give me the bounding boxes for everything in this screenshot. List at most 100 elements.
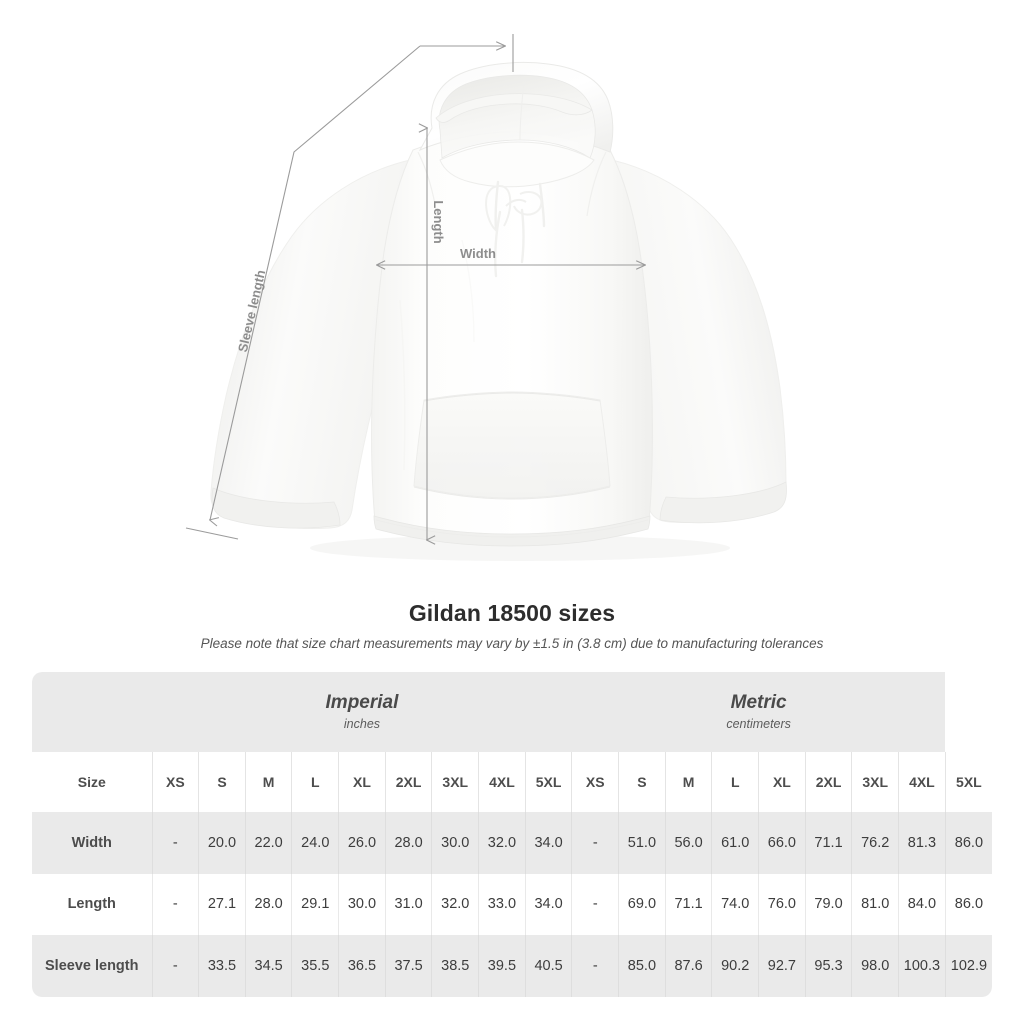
header-metric-3xl: 3XL — [851, 752, 899, 812]
header-imperial-s: S — [198, 752, 246, 812]
cell-sleeve-imp-1: 33.5 — [198, 935, 246, 997]
cell-length-imp-4: 30.0 — [338, 873, 386, 935]
cell-sleeve-imp-7: 39.5 — [478, 935, 526, 997]
length-label: Length — [431, 200, 446, 243]
cell-sleeve-met-8: 102.9 — [944, 935, 992, 997]
unit-sub-metric: centimeters — [726, 717, 791, 731]
cell-width-imp-7: 32.0 — [478, 812, 526, 874]
cell-width-imp-1: 20.0 — [198, 812, 246, 874]
cell-length-imp-1: 27.1 — [198, 873, 246, 935]
cell-length-imp-7: 33.0 — [478, 873, 526, 935]
header-size-label: Size — [32, 752, 152, 812]
row-label-length: Length — [32, 873, 152, 935]
unit-cell-imperial: Imperial inches — [152, 672, 572, 752]
cell-length-met-2: 71.1 — [664, 873, 712, 935]
cell-sleeve-imp-0: - — [151, 935, 199, 997]
unit-name-metric: Metric — [730, 692, 787, 713]
cell-width-met-0: - — [571, 812, 619, 874]
header-metric-l: L — [711, 752, 759, 812]
header-metric-5xl: 5XL — [944, 752, 992, 812]
cell-length-imp-0: - — [151, 873, 199, 935]
cell-sleeve-met-0: - — [571, 935, 619, 997]
unit-band-spacer — [32, 672, 152, 752]
unit-cell-metric: Metric centimeters — [571, 672, 946, 752]
header-imperial-m: M — [244, 752, 292, 812]
header-metric-s: S — [618, 752, 666, 812]
hoodie-illustration: Sleeve length Length Width — [185, 34, 787, 561]
cell-width-imp-8: 34.0 — [524, 812, 572, 874]
row-label-width: Width — [32, 812, 152, 874]
cell-length-met-0: - — [571, 873, 619, 935]
drawstrings — [485, 180, 546, 278]
cell-length-met-5: 79.0 — [804, 873, 852, 935]
cell-sleeve-met-6: 98.0 — [851, 935, 899, 997]
size-header-row: Size XS S M L XL 2XL 3XL 4XL 5XL XS S M … — [32, 752, 992, 812]
header-metric-4xl: 4XL — [898, 752, 946, 812]
header-metric-xl: XL — [758, 752, 806, 812]
cell-length-met-4: 76.0 — [758, 873, 806, 935]
cell-width-imp-5: 28.0 — [384, 812, 432, 874]
cell-length-imp-6: 32.0 — [431, 873, 479, 935]
width-label: Width — [460, 246, 496, 261]
cell-width-imp-3: 24.0 — [291, 812, 339, 874]
unit-band-row: Imperial inches Metric centimeters — [32, 672, 992, 752]
header-metric-xs: XS — [571, 752, 619, 812]
cell-width-imp-2: 22.0 — [244, 812, 292, 874]
cell-width-met-7: 81.3 — [898, 812, 946, 874]
table-row: Sleeve length - 33.5 34.5 35.5 36.5 37.5… — [32, 935, 992, 997]
size-chart-table-wrapper: Imperial inches Metric centimeters Size … — [32, 672, 992, 997]
cell-width-imp-4: 26.0 — [338, 812, 386, 874]
table-row: Width - 20.0 22.0 24.0 26.0 28.0 30.0 32… — [32, 812, 992, 874]
cell-length-met-3: 74.0 — [711, 873, 759, 935]
header-imperial-5xl: 5XL — [524, 752, 572, 812]
cell-length-imp-3: 29.1 — [291, 873, 339, 935]
cell-width-imp-0: - — [151, 812, 199, 874]
cell-sleeve-imp-4: 36.5 — [338, 935, 386, 997]
header-imperial-l: L — [291, 752, 339, 812]
unit-name-imperial: Imperial — [325, 692, 399, 713]
header-imperial-4xl: 4XL — [478, 752, 526, 812]
cell-sleeve-met-3: 90.2 — [711, 935, 759, 997]
cell-length-met-8: 86.0 — [944, 873, 992, 935]
cell-width-met-1: 51.0 — [618, 812, 666, 874]
cell-width-imp-6: 30.0 — [431, 812, 479, 874]
cell-length-met-7: 84.0 — [898, 873, 946, 935]
cell-sleeve-imp-6: 38.5 — [431, 935, 479, 997]
size-chart-table: Imperial inches Metric centimeters Size … — [32, 672, 992, 997]
cell-sleeve-imp-3: 35.5 — [291, 935, 339, 997]
page-title: Gildan 18500 sizes — [408, 600, 616, 626]
cell-length-imp-8: 34.0 — [524, 873, 572, 935]
cell-width-met-6: 76.2 — [851, 812, 899, 874]
header-imperial-xl: XL — [338, 752, 386, 812]
row-label-sleeve-length: Sleeve length — [32, 935, 152, 997]
unit-sub-imperial: inches — [343, 717, 381, 731]
cell-width-met-2: 56.0 — [664, 812, 712, 874]
table-row: Length - 27.1 28.0 29.1 30.0 31.0 32.0 3… — [32, 873, 992, 935]
cell-sleeve-met-7: 100.3 — [898, 935, 946, 997]
cell-sleeve-imp-8: 40.5 — [524, 935, 572, 997]
cell-length-imp-5: 31.0 — [384, 873, 432, 935]
cell-sleeve-met-4: 92.7 — [758, 935, 806, 997]
cell-width-met-3: 61.0 — [711, 812, 759, 874]
width-measure: Width — [377, 246, 645, 265]
cell-sleeve-met-5: 95.3 — [804, 935, 852, 997]
cell-length-met-6: 81.0 — [851, 873, 899, 935]
cell-sleeve-met-1: 85.0 — [618, 935, 666, 997]
cell-length-met-1: 69.0 — [618, 873, 666, 935]
cell-width-met-5: 71.1 — [804, 812, 852, 874]
header-imperial-xs: XS — [151, 752, 199, 812]
hoodie-garment — [210, 62, 787, 547]
length-measure: Length — [427, 128, 446, 540]
header-imperial-3xl: 3XL — [431, 752, 479, 812]
page-subtitle: Please note that size chart measurements… — [200, 636, 824, 651]
header-metric-m: M — [664, 752, 712, 812]
cell-width-met-8: 86.0 — [944, 812, 992, 874]
title-block: Gildan 18500 sizes Please note that size… — [0, 598, 1024, 653]
cell-sleeve-imp-5: 37.5 — [384, 935, 432, 997]
cell-length-imp-2: 28.0 — [244, 873, 292, 935]
cell-sleeve-imp-2: 34.5 — [244, 935, 292, 997]
cell-sleeve-met-2: 87.6 — [664, 935, 712, 997]
header-imperial-2xl: 2XL — [384, 752, 432, 812]
cell-width-met-4: 66.0 — [758, 812, 806, 874]
header-metric-2xl: 2XL — [804, 752, 852, 812]
